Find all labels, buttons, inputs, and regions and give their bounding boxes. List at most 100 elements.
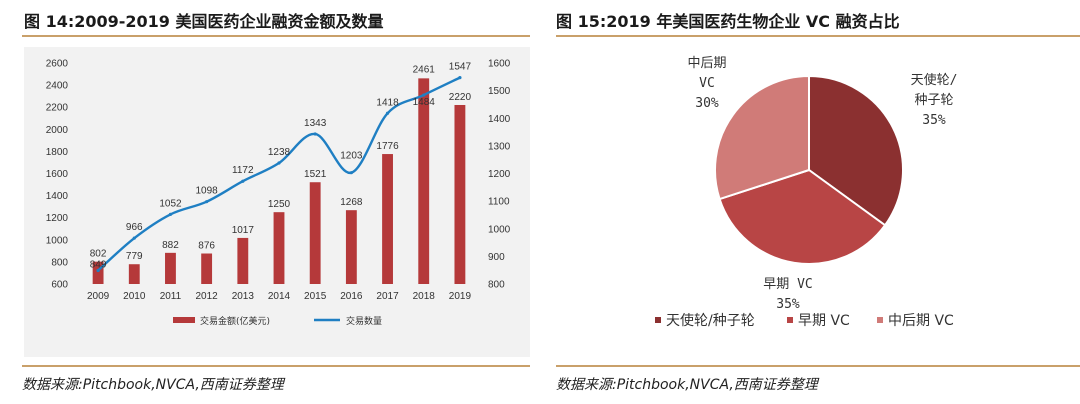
pie-slice-label: 35% bbox=[922, 113, 946, 128]
line-data-label: 1203 bbox=[340, 151, 363, 162]
line-point bbox=[313, 132, 317, 136]
y-right-tick-label: 1400 bbox=[488, 114, 511, 125]
pie-slice-label: 天使轮/ bbox=[911, 72, 958, 88]
bar-data-label: 1268 bbox=[340, 197, 363, 208]
left-source-note: 数据来源:Pitchbook,NVCA,西南证券整理 bbox=[22, 377, 284, 393]
y-left-tick-label: 1800 bbox=[46, 147, 69, 158]
funding-combo-chart: 600 800 1000 1200 1400 1600 1800 2000 2200 2400 26… bbox=[46, 59, 511, 328]
y-right-tick-label: 1200 bbox=[488, 169, 511, 180]
line-point bbox=[277, 161, 281, 165]
line-data-label: 1418 bbox=[376, 97, 399, 108]
left-source-rule bbox=[22, 365, 530, 367]
line-data-label: 1484 bbox=[413, 97, 436, 108]
y-left-tick-label: 800 bbox=[51, 257, 68, 268]
pie-slice-label: VC bbox=[699, 76, 715, 91]
pie-legend-swatch bbox=[787, 317, 793, 323]
y-left-tick-label: 1200 bbox=[46, 213, 69, 224]
y-left-tick-label: 1400 bbox=[46, 191, 69, 202]
x-tick-label: 2019 bbox=[449, 291, 472, 302]
pie-slice-label: 中后期 bbox=[687, 56, 726, 71]
y-right-tick-label: 1500 bbox=[488, 86, 511, 97]
bar-data-label: 882 bbox=[162, 240, 179, 251]
x-tick-label: 2017 bbox=[376, 291, 399, 302]
y-right-tick-label: 1600 bbox=[488, 59, 511, 70]
pie-slice-label: 30% bbox=[695, 96, 719, 111]
legend-label-amount: 交易金额(亿美元) bbox=[200, 315, 270, 327]
bar bbox=[92, 261, 104, 284]
line-point bbox=[349, 171, 353, 175]
line-point bbox=[385, 111, 390, 115]
bar bbox=[128, 264, 140, 284]
line-point bbox=[241, 179, 245, 183]
y-left-tick-label: 2200 bbox=[46, 103, 69, 114]
y-left-tick-label: 2400 bbox=[46, 81, 69, 92]
y-right-tick-label: 1000 bbox=[488, 224, 511, 235]
bar bbox=[345, 210, 357, 284]
pie-slice-label: 35% bbox=[776, 297, 800, 312]
y-right-tick-label: 800 bbox=[488, 280, 505, 291]
pie-slice bbox=[718, 168, 887, 265]
line-data-label: 1052 bbox=[159, 198, 182, 209]
line-data-label: 1172 bbox=[232, 165, 254, 176]
x-tick-label: 2009 bbox=[87, 291, 110, 302]
bar-data-label: 1776 bbox=[376, 141, 399, 152]
line-data-label: 1098 bbox=[196, 186, 219, 197]
y-right-tick-label: 1100 bbox=[488, 197, 510, 208]
bar-data-label: 802 bbox=[90, 249, 107, 260]
bar-data-label: 1521 bbox=[304, 169, 327, 180]
bar-data-label: 2220 bbox=[449, 92, 472, 103]
pie-slice-label: 早期 VC bbox=[763, 277, 812, 292]
x-tick-label: 2013 bbox=[232, 291, 255, 302]
x-tick-label: 2012 bbox=[196, 291, 219, 302]
pie-legend-label: 早期 VC bbox=[798, 313, 850, 329]
pie-legend-label: 中后期 VC bbox=[888, 313, 954, 329]
left-title-rule bbox=[22, 35, 530, 37]
bar bbox=[309, 182, 321, 284]
line-data-label: 849 bbox=[90, 259, 107, 270]
line-point bbox=[168, 212, 173, 216]
line-point bbox=[132, 236, 136, 240]
bar bbox=[382, 154, 393, 284]
line-data-label: 1547 bbox=[449, 62, 472, 73]
x-tick-label: 2016 bbox=[340, 291, 363, 302]
pie-legend-swatch bbox=[655, 317, 661, 323]
pie-slice bbox=[808, 74, 904, 227]
legend-swatch-amount bbox=[173, 317, 195, 323]
legend-label-count: 交易数量 bbox=[346, 315, 382, 327]
bar-data-label: 2461 bbox=[413, 64, 436, 75]
pie-legend-swatch bbox=[877, 317, 883, 323]
bar-data-label: 876 bbox=[198, 241, 215, 252]
x-tick-label: 2018 bbox=[413, 291, 436, 302]
bar bbox=[201, 253, 213, 284]
right-source-note: 数据来源:Pitchbook,NVCA,西南证券整理 bbox=[556, 377, 818, 393]
y-right-tick-label: 1300 bbox=[488, 141, 511, 152]
bar-data-label: 1017 bbox=[232, 225, 255, 236]
y-left-tick-label: 1000 bbox=[46, 235, 69, 246]
line-point bbox=[422, 93, 426, 97]
pie-legend-label: 天使轮/种子轮 bbox=[666, 312, 755, 329]
bar bbox=[165, 252, 176, 284]
right-source-rule bbox=[556, 365, 1080, 367]
pie-slice-label: 种子轮 bbox=[914, 93, 953, 108]
line-data-label: 1343 bbox=[304, 118, 327, 129]
y-left-tick-label: 1600 bbox=[46, 169, 69, 180]
left-plot-background bbox=[24, 47, 530, 357]
left-figure-title: 图 14:2009-2019 美国医药企业融资金额及数量 bbox=[24, 12, 384, 31]
right-figure-panel: 图 15:2019 年美国医药生物企业 VC 融资占比 天使轮/种子轮 35% 早期… bbox=[552, 0, 1080, 404]
x-tick-label: 2014 bbox=[268, 291, 291, 302]
line-data-label: 1238 bbox=[268, 147, 291, 158]
line-point bbox=[205, 200, 209, 204]
bar bbox=[454, 104, 466, 285]
pie-slice bbox=[714, 74, 810, 201]
bar-data-label: 1250 bbox=[268, 199, 291, 210]
x-tick-label: 2015 bbox=[304, 291, 327, 302]
y-left-tick-label: 2600 bbox=[46, 59, 69, 70]
bar bbox=[273, 212, 285, 284]
line-data-label: 966 bbox=[126, 222, 143, 233]
y-left-tick-label: 600 bbox=[51, 280, 68, 291]
x-tick-label: 2011 bbox=[160, 291, 182, 302]
bar bbox=[237, 237, 249, 284]
line-point bbox=[96, 268, 100, 273]
y-left-tick-label: 2000 bbox=[46, 125, 69, 136]
